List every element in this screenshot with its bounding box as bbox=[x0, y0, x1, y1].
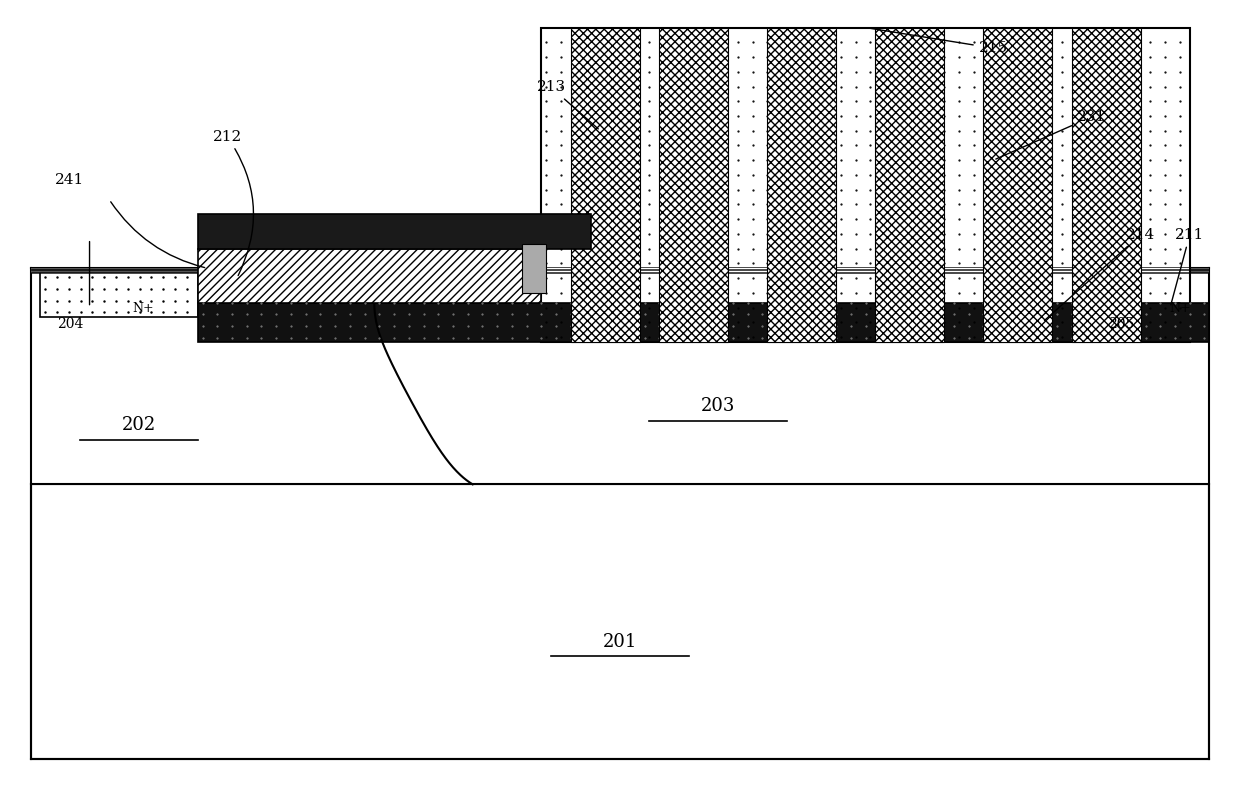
Bar bbox=[1053, 268, 1189, 318]
Bar bbox=[542, 28, 1189, 342]
Text: 202: 202 bbox=[122, 417, 156, 435]
Text: N+: N+ bbox=[133, 303, 155, 315]
Bar bbox=[1053, 268, 1189, 318]
Text: 241: 241 bbox=[56, 173, 84, 187]
Bar bbox=[768, 28, 836, 342]
Bar bbox=[31, 484, 1209, 759]
Text: 211: 211 bbox=[1171, 228, 1204, 305]
Bar bbox=[1071, 28, 1141, 342]
Bar bbox=[31, 268, 1209, 484]
Text: 204: 204 bbox=[57, 318, 83, 332]
Text: 212: 212 bbox=[212, 130, 253, 276]
Bar bbox=[41, 268, 197, 318]
Bar bbox=[522, 244, 547, 293]
Text: 205: 205 bbox=[1107, 318, 1135, 332]
Bar bbox=[983, 28, 1053, 342]
Text: 213: 213 bbox=[537, 80, 598, 129]
Text: 203: 203 bbox=[701, 397, 735, 415]
Bar bbox=[660, 28, 728, 342]
Text: 201: 201 bbox=[603, 633, 637, 651]
Text: 215: 215 bbox=[868, 28, 1008, 55]
Text: 214: 214 bbox=[1044, 228, 1156, 321]
Bar bbox=[197, 303, 1209, 342]
Bar bbox=[31, 268, 1209, 274]
Bar bbox=[875, 28, 944, 342]
Bar bbox=[570, 28, 640, 342]
Bar bbox=[41, 268, 197, 318]
Bar bbox=[197, 215, 590, 248]
Bar bbox=[197, 248, 542, 303]
Text: 231: 231 bbox=[996, 110, 1106, 159]
Text: N+: N+ bbox=[1169, 303, 1190, 315]
